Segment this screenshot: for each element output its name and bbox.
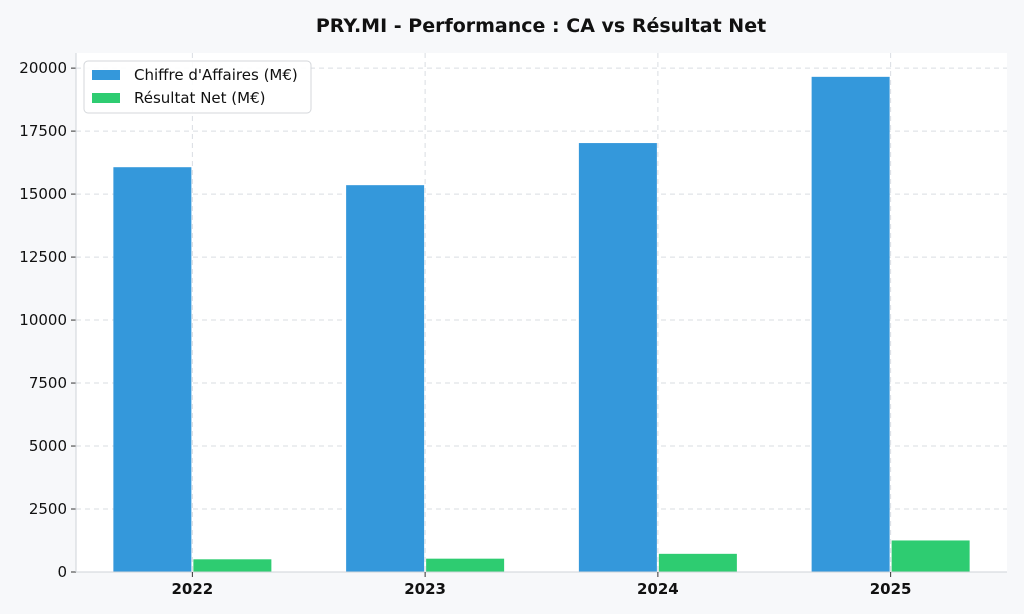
y-tick-label: 0 [57,563,67,581]
y-tick-label: 17500 [19,122,67,140]
legend-label: Résultat Net (M€) [134,89,265,107]
x-tick-label: 2024 [637,580,679,598]
axes: 0 2500 5000 7500 10000 12500 15000 17500 20000 20… [19,53,1007,598]
bar-chiffre-affaires [113,167,192,572]
y-tick-label: 15000 [19,185,67,203]
y-tick-label: 7500 [29,374,67,392]
legend-box [83,60,312,114]
legend-swatch [92,70,120,80]
y-tick-label: 20000 [19,59,67,77]
legend-swatch [92,93,120,103]
bar-chiffre-affaires [346,185,425,572]
bar-resultat-net [658,553,737,572]
bar-chiffre-affaires [578,143,657,573]
chart-title: PRY.MI - Performance : CA vs Résultat Ne… [316,15,766,37]
x-tick-label: 2022 [172,580,214,598]
bars [113,76,970,573]
x-tick-label: 2025 [870,580,912,598]
y-tick-label: 5000 [29,437,67,455]
y-tick-label: 2500 [29,500,67,518]
legend: Chiffre d'Affaires (M€) Résultat Net (M€) [83,60,312,114]
bar-chiffre-affaires [811,76,890,573]
y-tick-label: 10000 [19,311,67,329]
x-tick-label: 2023 [404,580,446,598]
y-tick-label: 12500 [19,248,67,266]
bar-resultat-net [891,540,970,572]
bar-resultat-net [426,558,505,572]
bar-resultat-net [193,559,272,572]
legend-label: Chiffre d'Affaires (M€) [134,66,298,84]
